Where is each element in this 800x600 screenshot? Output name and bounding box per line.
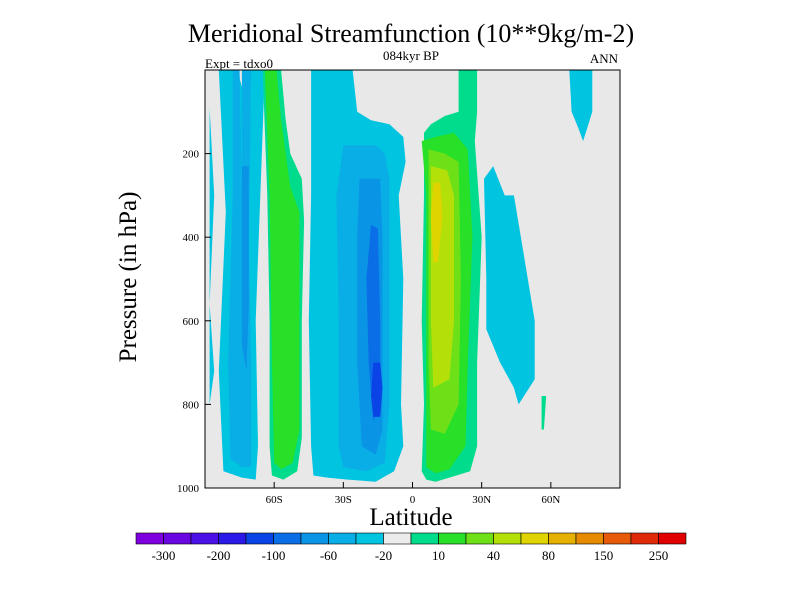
colorbar-swatch xyxy=(603,532,632,545)
y-tick-label: 200 xyxy=(183,149,200,161)
x-tick-label: 30N xyxy=(472,494,491,506)
contour-band xyxy=(430,182,443,263)
colorbar-swatch xyxy=(163,532,192,545)
x-tick-label: 0 xyxy=(410,494,416,506)
colorbar-swatch xyxy=(520,532,549,545)
colorbar-swatch xyxy=(493,532,522,545)
colorbar-label: -200 xyxy=(207,548,231,563)
colorbar-label: -300 xyxy=(152,548,176,563)
experiment-label: Expt = tdxo0 xyxy=(205,56,273,71)
y-tick-label: 800 xyxy=(183,399,200,411)
contour-band xyxy=(241,166,249,371)
contour-band xyxy=(484,166,535,405)
season-label: ANN xyxy=(590,51,619,66)
y-tick-label: 600 xyxy=(183,316,200,328)
colorbar-swatch xyxy=(548,532,577,545)
colorbar-swatch xyxy=(438,532,467,545)
colorbar-label: -100 xyxy=(262,548,286,563)
colorbar-swatch xyxy=(328,532,357,545)
colorbar-swatch xyxy=(245,532,274,545)
contour-band xyxy=(569,70,593,142)
contour-band xyxy=(371,362,383,417)
contour-fills xyxy=(209,70,593,482)
y-tick-label: 400 xyxy=(183,232,200,244)
colorbar-swatch xyxy=(190,532,219,545)
colorbar-label: 150 xyxy=(594,548,614,563)
colorbar: -300 -200 -100 -60 -20 10 40 80 150 250 xyxy=(135,532,687,563)
colorbar-swatch xyxy=(135,532,164,545)
colorbar-label: 250 xyxy=(649,548,669,563)
contour-band xyxy=(541,396,547,430)
y-axis: 200 400 600 800 1000 xyxy=(177,149,211,495)
colorbar-label: -60 xyxy=(320,548,337,563)
contour-band xyxy=(264,70,300,470)
x-tick-label: 60S xyxy=(266,494,283,506)
colorbar-label: -20 xyxy=(375,548,392,563)
colorbar-swatch xyxy=(355,532,384,545)
y-axis-label: Pressure (in hPa) xyxy=(115,192,142,363)
colorbar-swatch xyxy=(273,532,302,545)
colorbar-swatch xyxy=(218,532,247,545)
chart-subtitle: 084kyr BP xyxy=(383,48,439,63)
y-tick-label: 1000 xyxy=(177,483,200,495)
colorbar-label: 40 xyxy=(487,548,500,563)
colorbar-swatch xyxy=(465,532,494,545)
colorbar-label: 80 xyxy=(542,548,555,563)
colorbar-swatch xyxy=(630,532,659,545)
colorbar-label: 10 xyxy=(432,548,445,563)
x-axis-label: Latitude xyxy=(369,504,452,531)
chart-title: Meridional Streamfunction (10**9kg/m-2) xyxy=(188,19,634,48)
x-axis: 60S 30S 0 30N 60N xyxy=(266,482,560,506)
colorbar-swatch xyxy=(658,532,687,545)
colorbar-swatch xyxy=(383,532,412,545)
plot-area: 60S 30S 0 30N 60N 200 400 600 800 1000 xyxy=(177,69,621,506)
x-tick-label: 60N xyxy=(541,494,560,506)
colorbar-swatch xyxy=(410,532,439,545)
x-tick-label: 30S xyxy=(335,494,352,506)
colorbar-swatch xyxy=(575,532,604,545)
colorbar-swatch xyxy=(300,532,329,545)
